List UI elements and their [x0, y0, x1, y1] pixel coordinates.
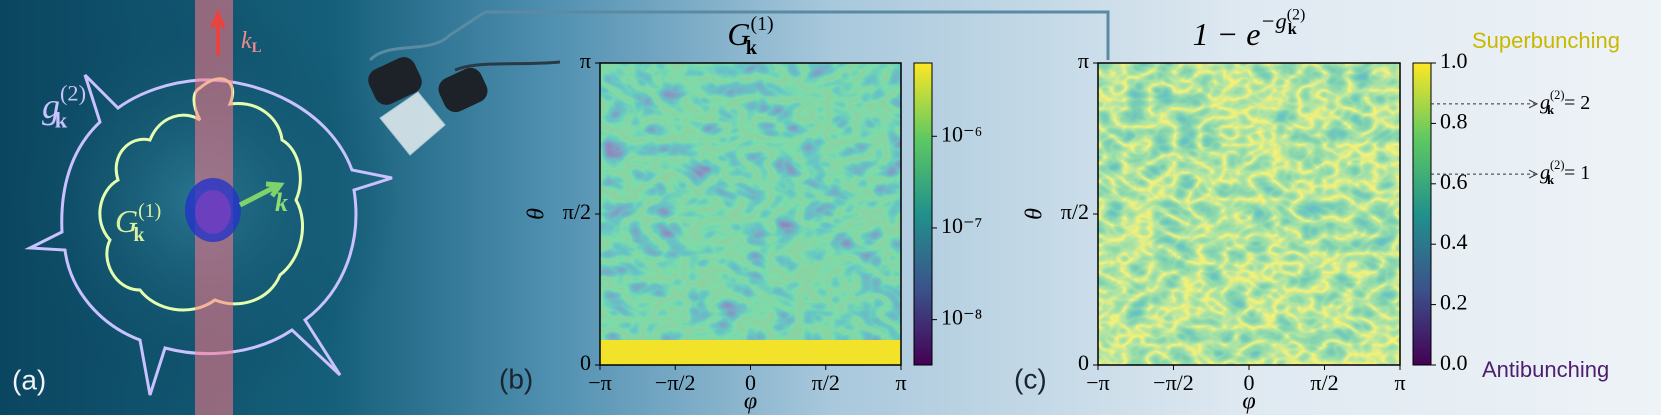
math-exp: −g [1260, 9, 1286, 34]
x-tick-label: 0 [745, 370, 756, 395]
math-sup: (2) [1287, 6, 1306, 23]
math-label: k [275, 188, 288, 217]
superbunching-label: Superbunching [1472, 28, 1620, 53]
math-base: G [115, 203, 138, 239]
colorbar-tick-label: 10⁻⁶ [941, 121, 982, 146]
y-axis-label: θ [524, 208, 550, 220]
math-rhs: = 2 [1564, 91, 1590, 113]
x-axis-label: φ [1242, 389, 1255, 415]
math-label: G(1) k [115, 200, 161, 246]
math-rhs: = 1 [1564, 162, 1590, 184]
colorbar-tick-label: 0.0 [1440, 350, 1468, 375]
math-label: g(2) k [42, 81, 86, 133]
colorbar-tick-label: 10⁻⁷ [941, 213, 982, 238]
x-tick-label: π [895, 370, 906, 395]
panel-label: (a) [12, 364, 46, 395]
x-tick-label: π/2 [812, 370, 840, 395]
panel-label: (b) [499, 363, 533, 394]
x-tick-label: −π/2 [1153, 370, 1194, 395]
x-axis-label: φ [744, 389, 757, 415]
math-base: k [275, 188, 288, 217]
G1-outline [98, 77, 304, 312]
fiber-1 [368, 10, 1110, 62]
atoms-core [195, 190, 231, 234]
y-axis-label: θ [1022, 208, 1048, 220]
g2-outline [24, 73, 393, 396]
y-tick-label: π [1078, 48, 1089, 73]
math-label: kL [241, 28, 262, 57]
x-tick-label: π/2 [1310, 370, 1338, 395]
x-tick-label: −π/2 [655, 370, 696, 395]
math-sup: (2) [1550, 158, 1564, 172]
math-base: g [1540, 91, 1550, 113]
math-sub: k [133, 224, 144, 246]
math-base: g [1540, 162, 1550, 184]
arrow-head [1528, 169, 1539, 179]
math-base: G [727, 16, 750, 52]
atom-cloud [185, 178, 241, 242]
math-sub: k [1547, 103, 1554, 117]
math-label: g(2) k = 1 [1540, 158, 1590, 187]
y-tick-label: π/2 [1061, 199, 1089, 224]
colorbar-tick-label: 0.2 [1440, 290, 1468, 315]
heatmap-c [1098, 63, 1400, 365]
y-tick-label: 0 [580, 350, 591, 375]
x-tick-label: −π [588, 370, 612, 395]
math-sup: (2) [60, 81, 86, 106]
math-sub: k [1288, 21, 1297, 38]
colorbar-tick-label: 0.6 [1440, 169, 1468, 194]
math-sub: k [746, 37, 757, 59]
math-base: k [241, 28, 252, 54]
colorbar-tick-label: 0.8 [1440, 108, 1468, 133]
x-tick-label: −π [1086, 370, 1110, 395]
antibunching-label: Antibunching [1482, 357, 1609, 382]
colorbar-tick-label: 10⁻⁸ [941, 305, 982, 330]
math-sub: k [55, 108, 68, 133]
colorbar-b [913, 62, 933, 366]
y-tick-label: π/2 [563, 199, 591, 224]
y-tick-label: 0 [1078, 350, 1089, 375]
colorbar-tick-label: 0.4 [1440, 229, 1468, 254]
math-label: G(1) k [727, 13, 773, 59]
math-sup: (1) [138, 200, 161, 222]
y-tick-label: π [580, 48, 591, 73]
detector-1 [368, 57, 422, 105]
x-tick-label: π [1394, 370, 1405, 395]
heatmap-b-band [600, 340, 901, 365]
math-base: 1 − e [1193, 16, 1261, 52]
math-sub: k [1547, 173, 1554, 187]
math-label: g(2) k = 2 [1540, 88, 1590, 117]
k-arrow [238, 181, 285, 208]
illustration [24, 73, 393, 396]
math-sup: (1) [750, 13, 773, 35]
kL-arrow [210, 8, 226, 55]
math-sup: (2) [1550, 88, 1564, 102]
panel-label: (c) [1014, 363, 1047, 394]
math-label: 1 − e−g(2) k [1193, 6, 1306, 52]
colorbar-c [1412, 62, 1432, 366]
fiber-2 [454, 60, 561, 72]
colorbar-tick-label: 1.0 [1440, 48, 1468, 73]
detector-2 [438, 67, 488, 113]
beam-splitter [379, 91, 446, 156]
arrow-head [1528, 99, 1539, 109]
math-sub: L [252, 41, 262, 57]
heatmap-b [600, 63, 901, 365]
x-tick-label: 0 [1244, 370, 1255, 395]
math-base: g [42, 86, 60, 126]
